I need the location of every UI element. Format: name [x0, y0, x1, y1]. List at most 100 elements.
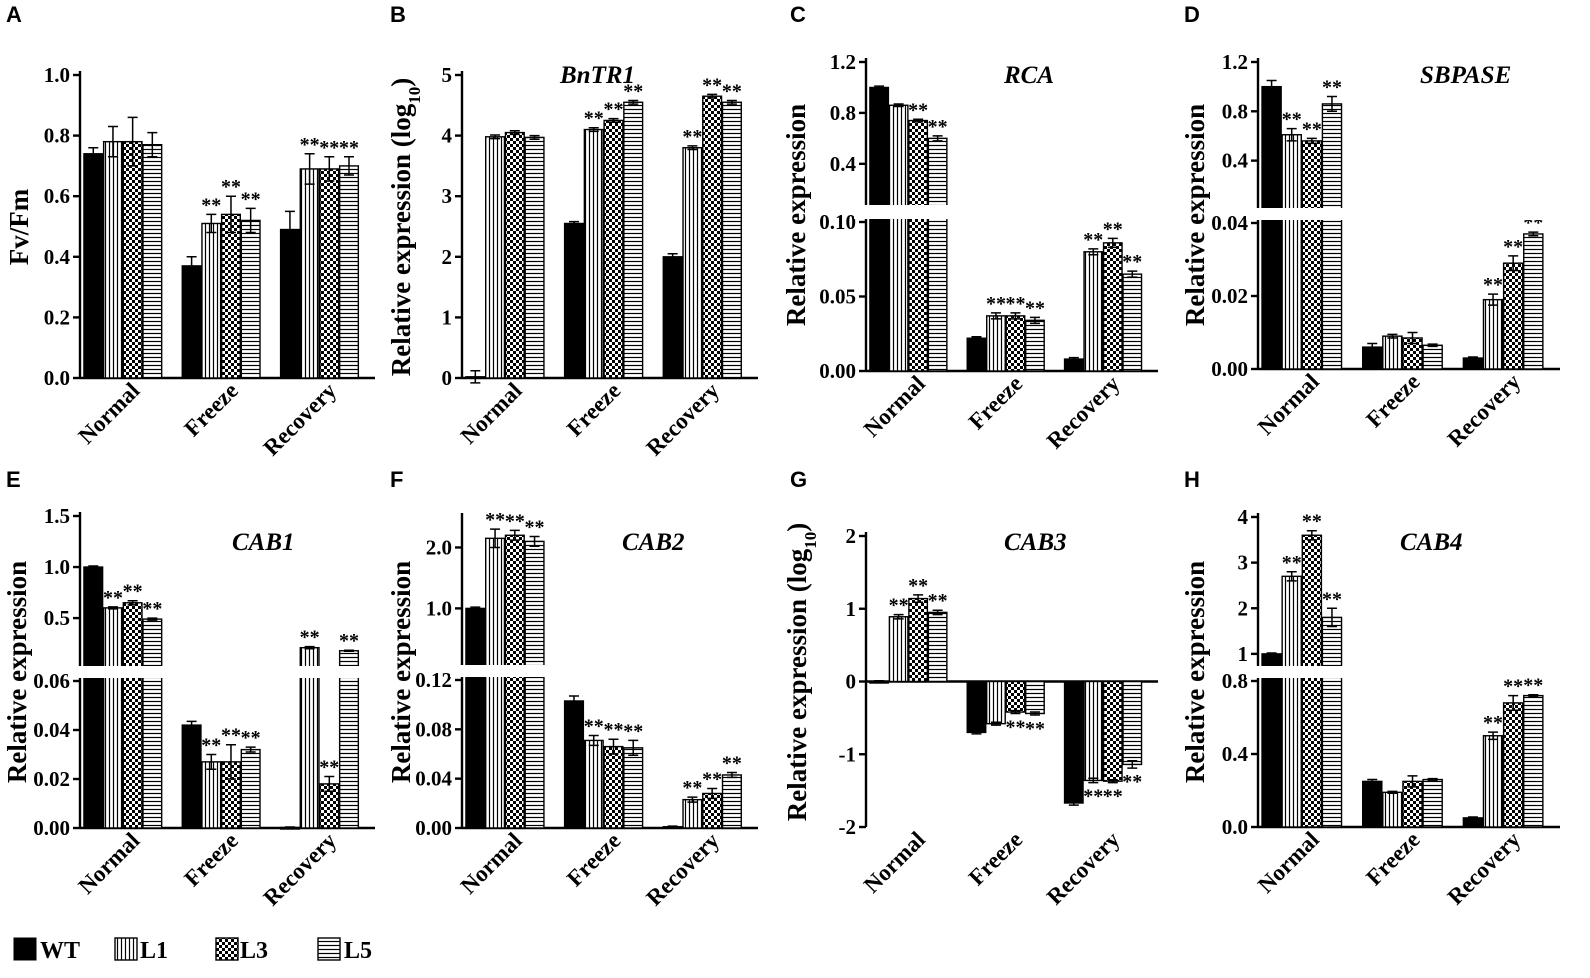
y-axis-label-a: Fv/Fm [4, 188, 34, 265]
error-bar-a-freeze-l3 [225, 195, 236, 234]
sig-mark-d-recovery-l3: ** [1503, 236, 1523, 258]
error-bar-d-recovery-l1 [1488, 293, 1499, 306]
legend-label-wt: WT [40, 938, 80, 964]
error-bar-g-recovery-wt [1068, 800, 1079, 806]
panel-c: C0.000.050.100.40.81.2****Normal** ** **Fr… [781, 2, 1160, 454]
error-bar-c-normal-l1 [893, 103, 904, 108]
bar-f-normal-l5 [524, 540, 545, 829]
gene-title-g: CAB3 [1004, 529, 1067, 556]
y-tick-label-e: 1.0 [44, 555, 70, 579]
error-bar-e-normal-wt [88, 565, 99, 569]
y-tick-label-b: 3 [442, 184, 453, 208]
y-tick-label-d: 0.4 [1222, 149, 1249, 173]
bar-e-normal-l3 [122, 602, 143, 829]
error-bar-e-freeze-l3 [225, 743, 236, 780]
error-bar-b-normal-l3 [509, 130, 520, 136]
error-bar-b-freeze-l1 [588, 126, 599, 133]
sig-mark-g-recovery-l3: ** [1103, 786, 1123, 808]
y-tick-label-g: 0 [846, 670, 857, 694]
y-tick-label-h: 2 [1238, 596, 1249, 620]
category-label-c-normal: Normal [859, 371, 930, 442]
bar-g-freeze-l1 [986, 680, 1006, 725]
bar-h-recovery-l1 [1482, 735, 1504, 828]
y-tick-label-h: 1 [1238, 642, 1249, 666]
sig-mark-c-freeze-l1: ** [986, 293, 1006, 315]
y-axis-label-h: Relative expression [1180, 561, 1210, 783]
bar-h-freeze-wt [1361, 780, 1383, 828]
error-bar-h-freeze-l3 [1407, 775, 1418, 788]
error-bar-c-recovery-wt [1068, 356, 1079, 362]
bar-b-normal-l3 [504, 131, 525, 379]
legend-label-l1: L1 [140, 938, 168, 964]
error-bar-c-normal-wt [874, 85, 885, 90]
sig-mark-e-freeze-l3: ** [221, 725, 241, 747]
bar-b-freeze-l3 [603, 119, 624, 379]
sig-mark-c-normal-l5: ** [928, 116, 948, 138]
bar-f-freeze-l1 [583, 739, 604, 829]
bar-g-normal-l1 [888, 616, 909, 683]
sig-mark-e-normal-l5: ** [142, 598, 162, 620]
bar-g-recovery-l5 [1122, 680, 1143, 766]
category-label-a-normal: Normal [74, 378, 145, 449]
bar-e-normal-l5 [142, 618, 163, 829]
error-bar-g-freeze-l5 [1029, 711, 1040, 716]
sig-mark-c-freeze-l3: ** [1005, 293, 1025, 315]
legend-swatch-l5 [317, 937, 341, 961]
bar-b-recovery-l3 [702, 95, 723, 379]
sig-mark-d-normal-l1: ** [1282, 109, 1302, 131]
error-bar-h-recovery-wt [1467, 816, 1478, 820]
y-tick-label-f: 2.0 [426, 535, 452, 559]
bar-b-freeze-l1 [583, 128, 604, 379]
error-bar-a-normal-l3 [127, 116, 138, 167]
y-tick-label-b: 1 [442, 305, 453, 329]
bar-f-freeze-wt [563, 700, 585, 829]
bar-b-recovery-wt [662, 256, 683, 379]
bar-b-freeze-l5 [623, 101, 644, 379]
sig-mark-h-normal-l1: ** [1282, 552, 1302, 574]
error-bar-b-recovery-l3 [707, 93, 718, 99]
error-bar-h-recovery-l5 [1528, 693, 1539, 698]
panel-label-e: E [6, 467, 21, 492]
bar-c-freeze-wt [966, 337, 987, 372]
error-bar-f-recovery-wt [667, 825, 678, 829]
error-bar-c-freeze-l5 [1029, 316, 1040, 325]
category-label-a-freeze: Freeze [179, 378, 242, 441]
y-tick-label-a: 1.0 [44, 63, 70, 87]
y-tick-label-f: 0.04 [415, 767, 452, 791]
bar-a-recovery-l5 [338, 165, 360, 379]
error-bar-h-normal-l1 [1286, 571, 1297, 582]
error-bar-g-recovery-l1 [1088, 777, 1099, 784]
category-label-d-freeze: Freeze [1361, 369, 1424, 432]
sig-mark-b-recovery-l1: ** [682, 126, 702, 148]
sig-mark-e-freeze-l1: ** [201, 735, 221, 757]
sig-mark-g-normal-l5: ** [928, 590, 948, 612]
bar-h-freeze-l3 [1402, 780, 1423, 828]
panel-label-c: C [790, 2, 806, 27]
error-bar-g-freeze-l1 [990, 721, 1001, 726]
bar-b-normal-l1 [484, 136, 506, 379]
bar-e-freeze-l5 [240, 748, 261, 829]
sig-mark-g-recovery-l5: ** [1122, 771, 1142, 793]
error-bar-d-freeze-wt [1367, 342, 1378, 352]
sig-mark-f-freeze-l1: ** [584, 716, 604, 738]
panel-d: D0.000.020.040.40.81.2** ****Normal Freeze… [1180, 2, 1562, 452]
bar-d-recovery-l5 [1523, 233, 1544, 370]
bar-h-normal-l1 [1281, 575, 1302, 828]
bar-f-freeze-l3 [603, 745, 624, 829]
sig-mark-a-recovery-l3: ** [319, 137, 339, 159]
y-tick-label-f: 0.08 [415, 717, 452, 741]
error-bar-a-normal-l1 [107, 125, 118, 158]
bar-d-freeze-l1 [1382, 335, 1403, 370]
error-bar-c-freeze-wt [971, 335, 982, 341]
bar-d-normal-l5 [1321, 103, 1343, 370]
error-bar-f-recovery-l1 [687, 796, 698, 803]
bar-a-recovery-wt [279, 228, 300, 379]
y-tick-label-b: 5 [442, 63, 453, 87]
bar-a-normal-l5 [142, 143, 163, 379]
sig-mark-a-freeze-l3: ** [221, 176, 241, 198]
bar-g-recovery-wt [1063, 680, 1084, 804]
sig-mark-f-normal-l5: ** [525, 516, 545, 538]
bar-e-freeze-wt [181, 724, 202, 829]
category-label-d-normal: Normal [1253, 369, 1324, 440]
sig-mark-e-freeze-l5: ** [241, 727, 261, 749]
